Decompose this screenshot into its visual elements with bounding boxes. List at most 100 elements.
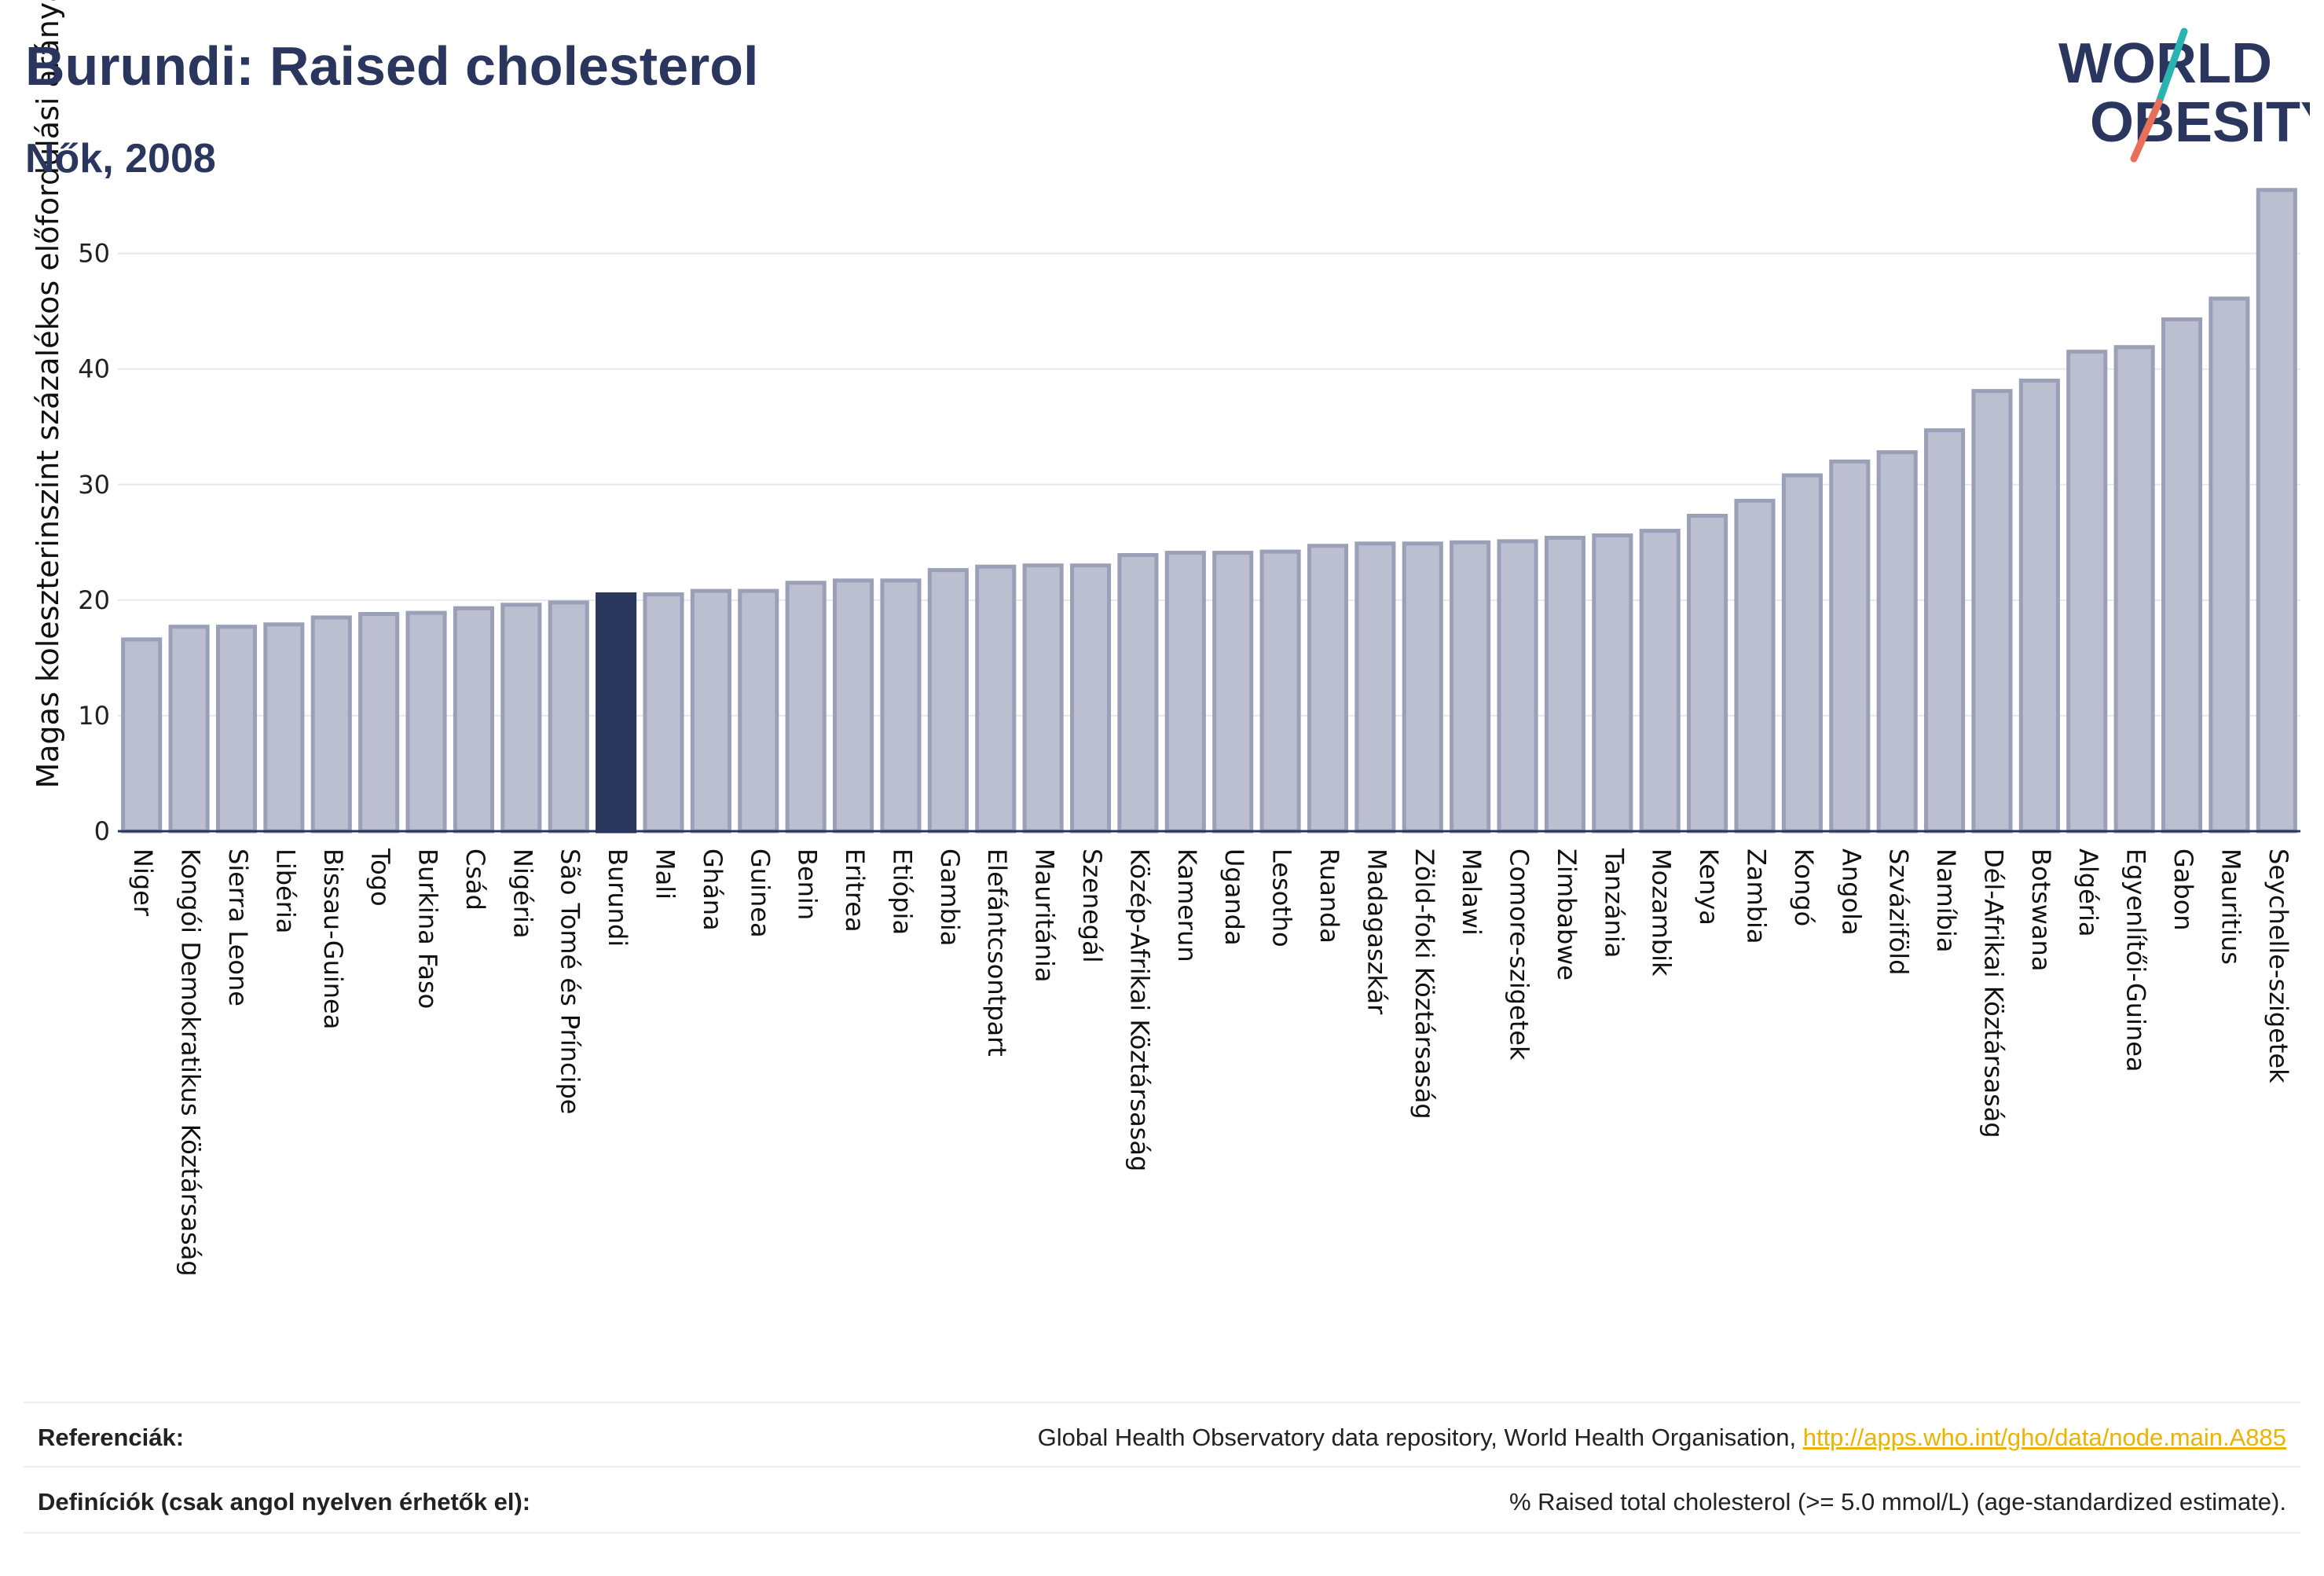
x-tick-label: Dél-Afrikai Köztársaság — [1978, 848, 2008, 1138]
x-tick-label: Kongói Demokratikus Köztársaság — [176, 848, 206, 1277]
bar — [1829, 459, 1871, 834]
y-tick-label: 20 — [78, 585, 110, 615]
chart-title: Burundi: Raised cholesterol — [25, 35, 759, 97]
x-tick-label: Nigéria — [508, 848, 537, 938]
bar — [2256, 188, 2297, 834]
x-tick-label: Malawi — [1457, 848, 1486, 936]
bar — [1971, 389, 2013, 834]
references-link[interactable]: http://apps.who.int/gho/data/node.main.A… — [1802, 1424, 2286, 1451]
bar — [785, 581, 827, 834]
references-label: Referenciák: — [38, 1424, 185, 1451]
bar-highlight — [596, 592, 637, 834]
bar — [1164, 551, 1206, 834]
bar — [1544, 535, 1585, 834]
x-tick-label: Zöld-foki Köztársaság — [1409, 848, 1439, 1120]
bar — [1450, 540, 1491, 834]
x-tick-label: Gambia — [935, 848, 965, 946]
bar — [2066, 350, 2108, 834]
x-tick-label: Etiópia — [887, 848, 917, 935]
x-tick-label: Namíbia — [1931, 848, 1961, 952]
bar — [833, 578, 874, 834]
bar — [1924, 428, 1966, 834]
bar — [927, 568, 969, 834]
y-tick-label: 50 — [78, 239, 110, 269]
definitions-row: Definíciók (csak angol nyelven érhetők e… — [24, 1466, 2300, 1534]
x-tick-label: Mozambik — [1647, 848, 1677, 977]
bar — [1307, 544, 1349, 834]
definitions-label: Definíciók (csak angol nyelven érhetők e… — [38, 1488, 531, 1516]
y-tick-label: 40 — [78, 354, 110, 384]
x-tick-label: Közép-Afrikai Köztársaság — [1124, 848, 1154, 1171]
bar — [2161, 317, 2203, 834]
bar — [548, 600, 589, 834]
bar — [880, 578, 922, 834]
x-tick-label: Burundi — [603, 848, 632, 947]
x-tick-label: Seychelle-szigetek — [2264, 848, 2293, 1083]
y-axis-label: Magas koleszterinszint százalékos előfor… — [31, 0, 65, 789]
logo-text-bottom: OBESITY — [2090, 91, 2310, 154]
bar — [975, 564, 1017, 834]
bar — [1402, 541, 1443, 834]
x-tick-label: Szenegál — [1077, 848, 1107, 963]
bar — [310, 615, 352, 834]
x-tick-label: Uganda — [1219, 848, 1249, 946]
x-tick-label: Mauritánia — [1030, 848, 1060, 982]
bar-chart: 0 10 20 30 40 50 Niger Kongói Demokratikus Közt… — [31, 0, 2300, 1277]
bar — [453, 606, 494, 834]
x-tick-label: Tanzánia — [1599, 848, 1629, 958]
x-tick-label: Zimbabwe — [1552, 848, 1582, 980]
bar — [1212, 551, 1254, 834]
x-tick-label: Kongó — [1789, 848, 1819, 926]
bar — [1734, 498, 1776, 834]
x-tick-label: Benin — [793, 848, 823, 920]
x-tick-label: Botswana — [2026, 848, 2056, 971]
bar — [1022, 563, 1064, 834]
x-tick-label: Eritrea — [840, 848, 870, 933]
bar — [168, 625, 210, 834]
bar — [358, 612, 400, 834]
bar — [2209, 296, 2250, 834]
bar — [1687, 514, 1728, 834]
logo-slash-top — [2155, 27, 2188, 106]
references-row: Referenciák: Global Health Observatory d… — [24, 1402, 2300, 1468]
x-tick-label: Libéria — [270, 848, 300, 933]
x-tick-label: Sierra Leone — [223, 848, 253, 1006]
bar — [690, 588, 731, 834]
x-tick-label: Szváziföld — [1884, 848, 1914, 975]
bar — [215, 625, 258, 834]
bar — [1354, 541, 1396, 834]
references-text: Global Health Observatory data repositor… — [1037, 1424, 1803, 1451]
bar — [121, 637, 163, 834]
references-value: Global Health Observatory data repositor… — [1038, 1424, 2286, 1452]
x-tick-label: Mauritius — [2216, 848, 2245, 965]
bar — [1069, 563, 1112, 834]
y-tick-label: 10 — [78, 701, 110, 731]
bar — [1592, 533, 1633, 834]
x-tick-label: Angola — [1836, 848, 1866, 936]
bar — [738, 588, 779, 834]
x-tick-label: Elefántcsontpart — [982, 848, 1012, 1057]
x-tick-label: Lesotho — [1267, 848, 1297, 947]
world-obesity-logo[interactable]: WORLD OBESITY — [2043, 24, 2310, 165]
y-tick-label: 0 — [94, 816, 110, 846]
x-tick-label: Csád — [460, 848, 490, 911]
x-tick-label: Burkina Faso — [413, 848, 443, 1009]
x-tick-label: Madagaszkár — [1362, 848, 1391, 1015]
x-tick-label: Mali — [651, 848, 680, 900]
bar — [643, 592, 684, 834]
bar — [1259, 549, 1301, 834]
bar — [263, 622, 305, 834]
bar — [2018, 378, 2060, 834]
x-tick-label: São Tomé és Príncipe — [555, 848, 585, 1114]
logo-slash-bottom — [2130, 98, 2163, 163]
x-tick-label: Bissau-Guinea — [318, 848, 348, 1029]
x-tick-label: Algéria — [2073, 848, 2103, 936]
x-tick-label: Guinea — [745, 848, 775, 938]
bar — [1781, 473, 1823, 834]
x-tick-label: Zambia — [1742, 848, 1772, 944]
x-tick-label: Ghána — [698, 848, 728, 931]
y-tick-label: 30 — [78, 470, 110, 500]
bar — [1497, 539, 1538, 834]
x-tick-label: Niger — [128, 848, 158, 917]
x-tick-label: Comore-szigetek — [1505, 848, 1534, 1061]
